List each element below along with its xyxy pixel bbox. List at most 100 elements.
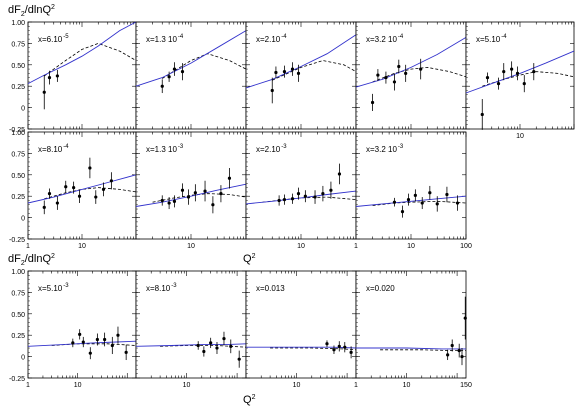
data-point xyxy=(332,348,336,352)
data-point xyxy=(303,194,307,198)
ylabel-bottom-sub: 2 xyxy=(21,260,25,267)
y-tick-label: 0 xyxy=(21,106,25,113)
data-point xyxy=(480,112,484,117)
panel-x-label-base: x=1.3 10 xyxy=(146,35,177,44)
data-point xyxy=(172,199,177,203)
data-point xyxy=(370,100,375,105)
data-point xyxy=(77,194,82,198)
panel-x-label: x=1.3 10-4 xyxy=(146,34,184,44)
data-point xyxy=(103,337,107,342)
panel-frame xyxy=(245,270,357,379)
panel-x-label-base: x=2.10 xyxy=(256,145,281,154)
data-point xyxy=(463,316,467,320)
data-point xyxy=(313,195,317,199)
panel-frame xyxy=(27,131,137,240)
ylabel-bottom-text-a: dF xyxy=(8,253,21,265)
data-point xyxy=(55,74,59,78)
data-point xyxy=(274,70,278,75)
panel-x-label-base: x=5.10 xyxy=(476,35,501,44)
panel-x-label-base: x=8.10 xyxy=(38,145,63,154)
data-point xyxy=(485,76,490,80)
panel-x-label-exponent: -3 xyxy=(178,144,184,150)
data-point xyxy=(215,346,219,350)
panel-9: 1 10 100 x=3.2 10-3 xyxy=(354,131,472,250)
dashed-fit-curve xyxy=(372,66,467,83)
panel-frame xyxy=(355,131,467,240)
panel-x-label: x=5.10-4 xyxy=(476,34,507,44)
panel-x-label: x=0.020 xyxy=(366,284,395,293)
x-tick-label: 10 xyxy=(516,133,524,140)
panel-x-label-base: x=6.10 xyxy=(38,35,63,44)
data-point xyxy=(296,192,301,196)
panel-1: -0.25 0 0.25 0.50 0.75 1.00 x=6.10-5 xyxy=(9,20,137,134)
data-point xyxy=(172,67,177,71)
y-tick-label: 0.25 xyxy=(11,194,25,201)
panel-x-label: x=1.3 10-3 xyxy=(146,144,184,154)
data-point xyxy=(180,70,185,74)
xlabel-middle-text: Q xyxy=(243,253,252,265)
ylabel-bottom-text-b: /dlnQ xyxy=(25,253,52,265)
y-tick-label: 0.75 xyxy=(11,290,25,297)
data-point xyxy=(160,84,164,88)
panel-x-label-exponent: -4 xyxy=(398,34,404,40)
data-point xyxy=(42,205,46,209)
xlabel-bottom-text: Q xyxy=(243,394,252,406)
data-point xyxy=(404,71,408,75)
panel-frame xyxy=(135,21,247,130)
ylabel-top-sup: 2 xyxy=(51,4,55,11)
data-point xyxy=(167,201,171,205)
data-point xyxy=(203,189,207,193)
panel-13: 1 10 150 x=0.020 xyxy=(354,270,472,389)
data-point xyxy=(81,340,85,344)
x-tick-label: 150 xyxy=(460,382,472,389)
x-tick-label: 1 xyxy=(354,243,358,250)
ylabel-top-sub: 2 xyxy=(21,11,25,18)
panel-x-label-exponent: -4 xyxy=(501,34,507,40)
panel-x-label-exponent: -4 xyxy=(281,34,287,40)
y-tick-label: 1.00 xyxy=(11,130,25,137)
panel-5: 10 x=5.10-4 xyxy=(465,21,575,140)
data-point xyxy=(296,71,301,75)
data-point xyxy=(329,188,333,192)
y-tick-label: 0.25 xyxy=(11,333,25,340)
data-point xyxy=(211,203,215,207)
data-point xyxy=(72,186,76,190)
data-point xyxy=(277,198,281,203)
data-point xyxy=(94,195,98,199)
dashed-fit-curve xyxy=(380,349,466,351)
x-tick-label: 10 xyxy=(407,243,415,250)
x-tick-label: 10 xyxy=(78,243,86,250)
data-point xyxy=(229,344,233,348)
data-point xyxy=(450,343,454,348)
data-point xyxy=(522,82,526,86)
data-point xyxy=(64,185,68,189)
solid-fit-curve xyxy=(135,30,247,87)
panel-12: 10 x=0.013 xyxy=(245,270,357,389)
data-point xyxy=(532,70,536,74)
panel-x-label-exponent: -3 xyxy=(63,283,69,289)
ylabel-bottom-sup: 2 xyxy=(51,253,55,260)
x-tick-label: 1 xyxy=(26,243,30,250)
dashed-fit-curve xyxy=(270,347,357,351)
x-tick-label: 1 xyxy=(26,382,30,389)
panel-x-label: x=6.10-5 xyxy=(38,34,69,44)
panel-4: x=3.2 10-4 xyxy=(355,21,467,130)
ylabel-top-text-a: dF xyxy=(8,4,21,16)
data-point xyxy=(321,192,325,196)
data-point xyxy=(384,76,388,80)
dashed-fit-curve xyxy=(44,42,137,77)
panel-x-label: x=3.2 10-3 xyxy=(366,144,404,154)
data-point xyxy=(502,70,506,74)
x-axis-label-bottom: Q2 xyxy=(243,394,256,406)
x-tick-label: 10 xyxy=(297,243,305,250)
panel-frame xyxy=(135,270,247,379)
data-point xyxy=(413,193,417,197)
data-point xyxy=(455,201,460,205)
data-point xyxy=(167,75,171,79)
data-point xyxy=(376,73,380,77)
data-point xyxy=(419,67,423,71)
panel-x-label-base: x=3.2 10 xyxy=(366,145,397,154)
data-point xyxy=(496,82,501,86)
data-point xyxy=(392,80,397,84)
x-tick-label: 10 xyxy=(403,382,411,389)
